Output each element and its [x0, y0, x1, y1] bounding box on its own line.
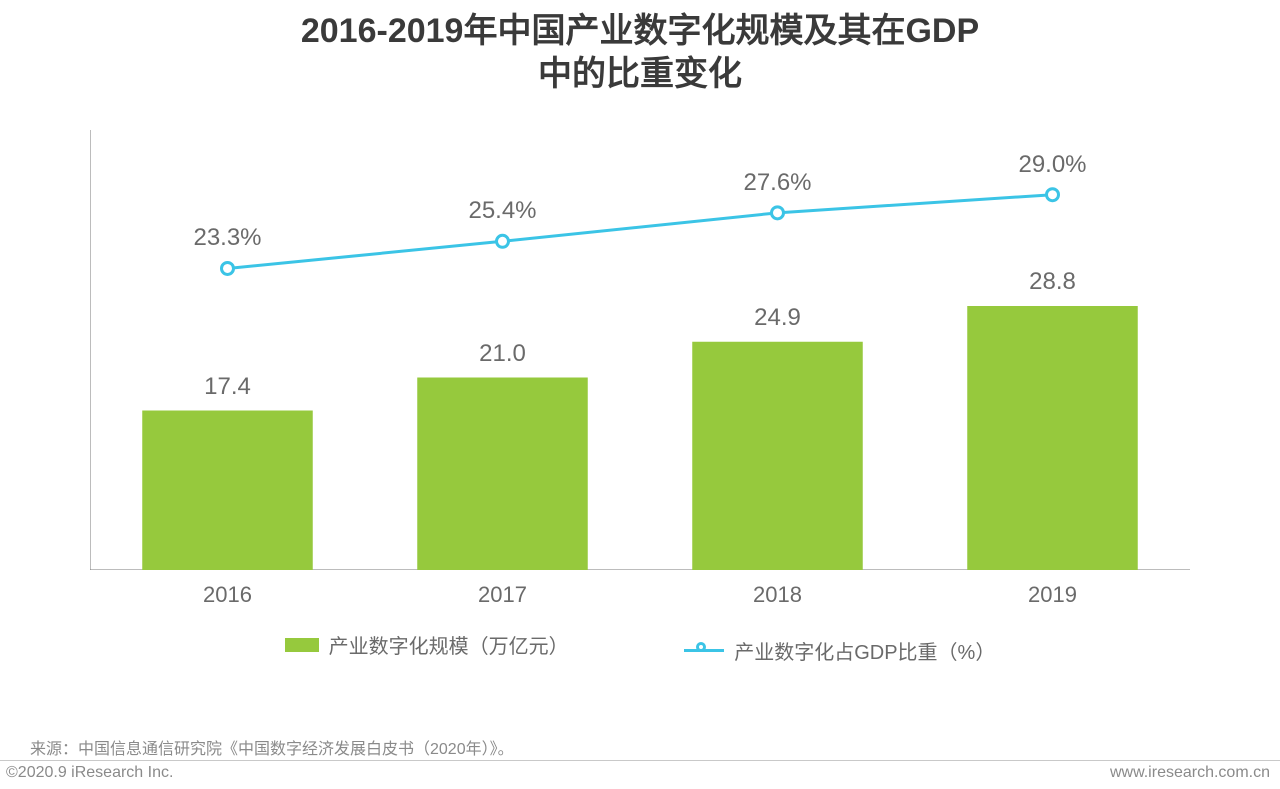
chart-title-line2: 中的比重变化 [0, 53, 1280, 96]
bar [692, 342, 863, 570]
x-axis-label: 2016 [90, 582, 365, 608]
legend-swatch-bar [285, 638, 319, 652]
legend-label-line: 产业数字化占GDP比重（%） [734, 636, 995, 665]
legend-item-bars: 产业数字化规模（万亿元） [285, 630, 569, 659]
trend-line [228, 195, 1053, 269]
trend-marker [772, 207, 784, 219]
bar [967, 306, 1138, 570]
footer-copyright: ©2020.9 iResearch Inc. [6, 764, 173, 782]
trend-marker [1047, 189, 1059, 201]
x-axis-label: 2017 [365, 582, 640, 608]
chart-title: 2016-2019年中国产业数字化规模及其在GDP 中的比重变化 [0, 0, 1280, 95]
chart-plot-area: 17.423.3%21.025.4%24.927.6%28.829.0% 201… [90, 130, 1190, 610]
bar [142, 411, 313, 571]
chart-svg [90, 130, 1190, 570]
trend-marker [497, 235, 509, 247]
chart-container: 2016-2019年中国产业数字化规模及其在GDP 中的比重变化 17.423.… [0, 0, 1280, 789]
bar [417, 378, 588, 571]
chart-title-line1: 2016-2019年中国产业数字化规模及其在GDP [0, 10, 1280, 53]
legend-item-line: 产业数字化占GDP比重（%） [684, 636, 995, 665]
source-text: 来源：中国信息通信研究院《中国数字经济发展白皮书（2020年）》。 [30, 735, 514, 759]
footer-divider [0, 760, 1280, 761]
footer-url: www.iresearch.com.cn [1110, 764, 1270, 782]
chart-legend: 产业数字化规模（万亿元） 产业数字化占GDP比重（%） [0, 630, 1280, 665]
chart-xaxis-layer: 2016201720182019 [90, 582, 1190, 622]
trend-marker [222, 262, 234, 274]
legend-swatch-line [684, 649, 724, 652]
legend-label-bars: 产业数字化规模（万亿元） [329, 630, 569, 659]
x-axis-label: 2018 [640, 582, 915, 608]
x-axis-label: 2019 [915, 582, 1190, 608]
